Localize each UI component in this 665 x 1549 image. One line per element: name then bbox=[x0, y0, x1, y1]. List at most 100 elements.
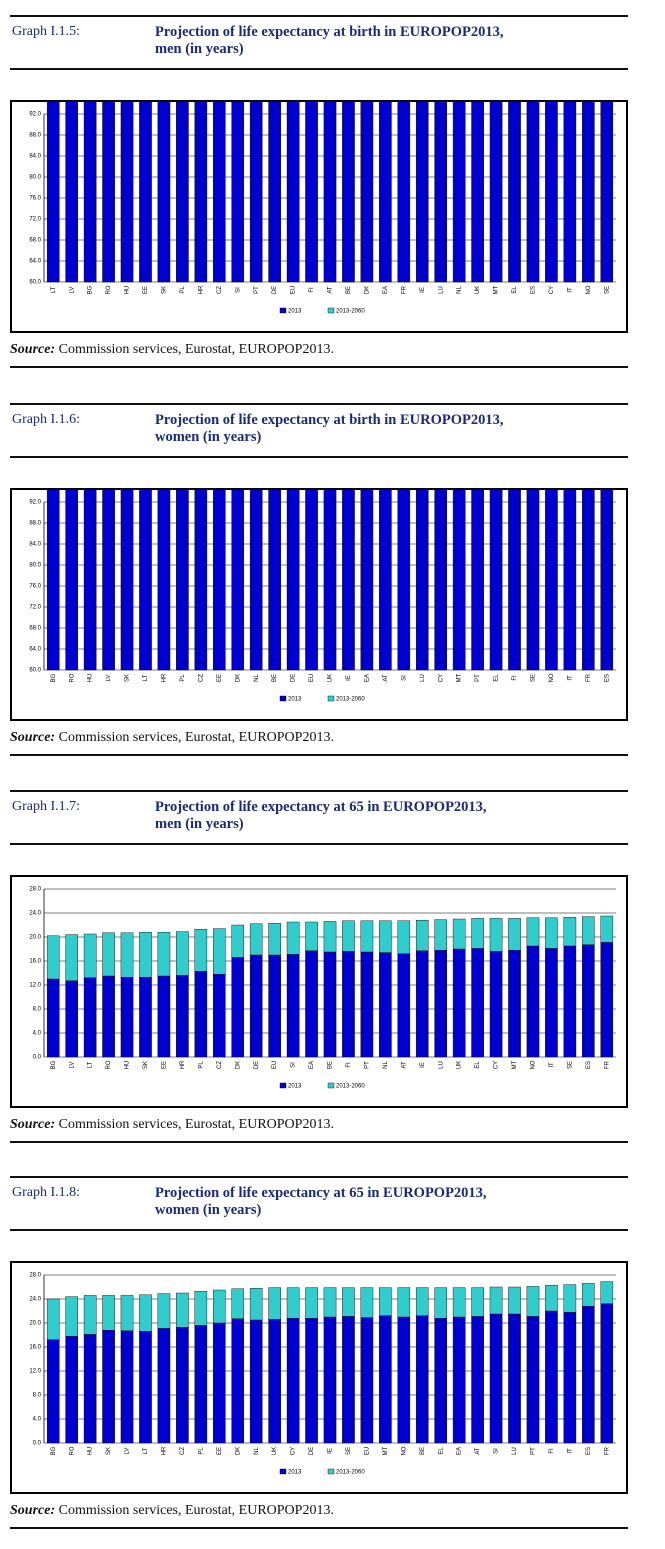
bar-segment bbox=[83, 0, 97, 283]
y-tick-label: 76.0 bbox=[29, 196, 41, 202]
legend-label: 2013 bbox=[288, 309, 302, 315]
x-tick-label: SI bbox=[235, 287, 241, 293]
bar-segment bbox=[213, 973, 226, 1058]
x-tick-label: ES bbox=[604, 674, 610, 682]
graph-label: Graph I.1.8: bbox=[12, 1185, 81, 1200]
bar-segment bbox=[415, 950, 429, 1058]
bar-segment bbox=[65, 255, 78, 671]
legend-swatch bbox=[327, 695, 335, 702]
x-tick-label: SI bbox=[494, 1448, 500, 1454]
bar-segment bbox=[323, 233, 337, 671]
bar-segment bbox=[231, 237, 245, 671]
legend-label: 2013 bbox=[288, 697, 302, 703]
bar-segment bbox=[452, 1287, 466, 1318]
x-tick-label: SE bbox=[567, 1061, 573, 1069]
x-tick-label: AT bbox=[383, 674, 389, 682]
x-tick-label: FR bbox=[586, 673, 592, 682]
bar-segment bbox=[249, 954, 263, 1058]
bar-segment bbox=[157, 0, 171, 283]
legend-swatch bbox=[279, 695, 287, 702]
bar-segment bbox=[471, 948, 484, 1058]
legend-swatch bbox=[279, 1468, 287, 1475]
y-tick-label: 64.0 bbox=[29, 647, 41, 653]
bar-segment bbox=[323, 921, 337, 953]
bar-segment bbox=[139, 1331, 152, 1444]
x-tick-label: IE bbox=[346, 675, 352, 681]
bar-segment bbox=[452, 1316, 466, 1444]
legend-label: 2013 bbox=[288, 1470, 302, 1476]
x-tick-label: CY bbox=[494, 1061, 500, 1069]
y-tick-label: 60.0 bbox=[29, 280, 41, 286]
x-tick-label: PL bbox=[198, 1061, 204, 1069]
rule bbox=[10, 1229, 628, 1231]
bar-segment bbox=[139, 250, 152, 671]
bar-segment bbox=[563, 225, 577, 671]
x-tick-label: NL bbox=[254, 674, 260, 682]
x-tick-label: LT bbox=[51, 286, 57, 293]
bar-segment bbox=[342, 920, 355, 952]
y-tick-label: 80.0 bbox=[29, 563, 41, 569]
bar-segment bbox=[176, 1292, 189, 1328]
bar-segment bbox=[231, 0, 245, 283]
bar-segment bbox=[434, 919, 447, 951]
x-tick-label: EE bbox=[162, 1061, 168, 1069]
x-tick-label: EL bbox=[512, 286, 518, 294]
x-tick-label: HR bbox=[162, 1446, 168, 1455]
graph-section: Graph I.1.5: Projection of life expectanc… bbox=[0, 0, 665, 388]
bar-segment bbox=[600, 1281, 614, 1305]
bar-segment bbox=[397, 1287, 411, 1318]
bar-segment bbox=[600, 942, 614, 1058]
bar-segment bbox=[526, 1286, 540, 1317]
bar-segment bbox=[545, 917, 558, 949]
bar-segment bbox=[65, 934, 78, 981]
y-tick-label: 88.0 bbox=[29, 133, 41, 139]
x-tick-label: EL bbox=[475, 1061, 481, 1069]
y-tick-label: 0.0 bbox=[33, 1055, 42, 1061]
source-label: Source: bbox=[10, 730, 56, 745]
y-tick-label: 92.0 bbox=[29, 500, 41, 506]
x-tick-label: NL bbox=[383, 1061, 389, 1069]
bar-segment bbox=[305, 0, 318, 283]
bar-segment bbox=[471, 918, 484, 949]
graph-title: Projection of life expectancy at 65 in E… bbox=[155, 799, 487, 832]
source: Source: Commission services, Eurostat, E… bbox=[10, 342, 334, 358]
x-tick-label: EA bbox=[457, 1447, 463, 1455]
x-tick-label: UK bbox=[272, 1447, 278, 1455]
y-tick-label: 8.0 bbox=[33, 1007, 42, 1013]
x-tick-label: AT bbox=[475, 1447, 481, 1455]
bar-segment bbox=[434, 949, 447, 1058]
bar-segment bbox=[508, 1286, 521, 1315]
rule bbox=[10, 68, 628, 70]
bar-segment bbox=[397, 231, 411, 671]
bar-segment bbox=[323, 1287, 337, 1318]
x-tick-label: EL bbox=[438, 1447, 444, 1455]
bar-segment bbox=[120, 976, 134, 1058]
bar-segment bbox=[360, 1317, 374, 1444]
x-tick-label: DE bbox=[254, 1061, 260, 1069]
graph-title: Projection of life expectancy at birth i… bbox=[155, 24, 504, 57]
x-tick-label: LT bbox=[143, 1447, 149, 1454]
bar-segment bbox=[157, 932, 171, 977]
x-tick-label: ES bbox=[531, 286, 537, 294]
bar-segment bbox=[65, 0, 78, 283]
x-tick-label: RO bbox=[69, 673, 75, 682]
bar-segment bbox=[65, 1335, 78, 1444]
source: Source: Commission services, Eurostat, E… bbox=[10, 730, 334, 746]
legend-label: 2013 bbox=[288, 1084, 302, 1090]
y-tick-label: 76.0 bbox=[29, 584, 41, 590]
bar-segment bbox=[102, 1295, 115, 1331]
bar-segment bbox=[231, 1318, 245, 1444]
bar-segment bbox=[342, 1316, 355, 1444]
rule bbox=[10, 15, 628, 17]
bar-segment bbox=[415, 232, 429, 671]
x-tick-label: HU bbox=[125, 1061, 131, 1070]
y-tick-label: 72.0 bbox=[29, 217, 41, 223]
bar-segment bbox=[83, 1334, 97, 1444]
x-tick-label: DE bbox=[272, 286, 278, 294]
bar-segment bbox=[471, 1316, 484, 1444]
bar-segment bbox=[508, 1313, 521, 1444]
x-tick-label: LV bbox=[125, 1448, 131, 1455]
bar-segment bbox=[102, 932, 115, 977]
bar-segment bbox=[194, 0, 208, 283]
bar-segment bbox=[249, 1288, 263, 1321]
